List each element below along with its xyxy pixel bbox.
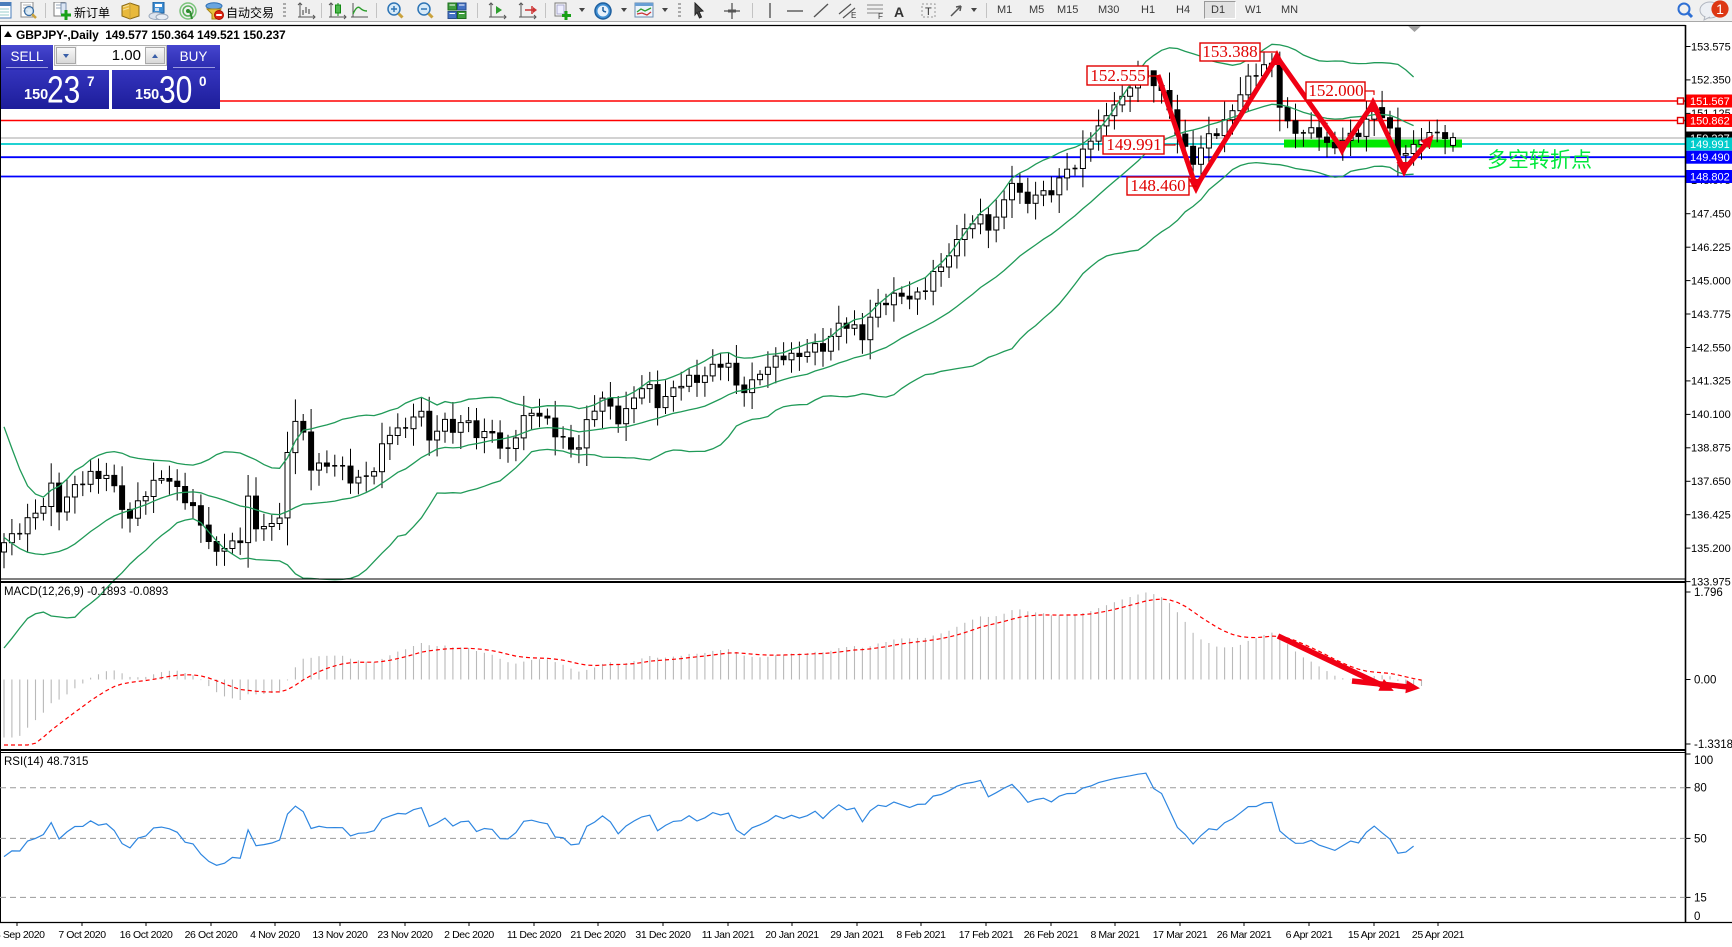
- svg-text:136.425: 136.425: [1691, 510, 1731, 522]
- svg-text:100: 100: [1694, 755, 1713, 767]
- svg-text:-1.3318: -1.3318: [1694, 739, 1732, 751]
- svg-text:50: 50: [1694, 833, 1707, 845]
- svg-text:21 Dec 2020: 21 Dec 2020: [570, 929, 626, 941]
- svg-text:153.575: 153.575: [1691, 41, 1731, 53]
- svg-text:0.00: 0.00: [1694, 675, 1716, 687]
- svg-text:1: 1: [1716, 1, 1724, 17]
- svg-text:149.490: 149.490: [1690, 152, 1730, 164]
- svg-text:25 Apr 2021: 25 Apr 2021: [1412, 929, 1465, 941]
- svg-text:133.975: 133.975: [1691, 576, 1731, 588]
- svg-text:2 Dec 2020: 2 Dec 2020: [444, 929, 494, 941]
- svg-text:MACD(12,26,9) -0.1893 -0.0893: MACD(12,26,9) -0.1893 -0.0893: [4, 586, 168, 598]
- svg-text:F: F: [878, 12, 883, 20]
- svg-text:7 Oct 2020: 7 Oct 2020: [58, 929, 106, 941]
- svg-text:8 Feb 2021: 8 Feb 2021: [896, 929, 946, 941]
- svg-text:20 Jan 2021: 20 Jan 2021: [765, 929, 819, 941]
- svg-text:142.550: 142.550: [1691, 342, 1731, 354]
- svg-text:15: 15: [1694, 892, 1707, 904]
- svg-text:138.875: 138.875: [1691, 443, 1731, 455]
- svg-text:147.450: 147.450: [1691, 209, 1731, 221]
- svg-text:31 Dec 2020: 31 Dec 2020: [635, 929, 691, 941]
- svg-text:15 Apr 2021: 15 Apr 2021: [1348, 929, 1401, 941]
- svg-text:11 Jan 2021: 11 Jan 2021: [702, 929, 755, 941]
- svg-text:17 Feb 2021: 17 Feb 2021: [959, 929, 1014, 941]
- svg-text:140.100: 140.100: [1691, 409, 1731, 421]
- svg-text:26 Feb 2021: 26 Feb 2021: [1024, 929, 1079, 941]
- svg-text:151.567: 151.567: [1690, 96, 1730, 108]
- svg-text:13 Nov 2020: 13 Nov 2020: [312, 929, 368, 941]
- svg-text:1.796: 1.796: [1694, 587, 1723, 599]
- svg-text:11 Dec 2020: 11 Dec 2020: [507, 929, 562, 941]
- svg-text:T: T: [925, 6, 932, 18]
- svg-text:4 Nov 2020: 4 Nov 2020: [250, 929, 300, 941]
- svg-text:145.000: 145.000: [1691, 275, 1731, 287]
- svg-text:141.325: 141.325: [1691, 376, 1731, 388]
- svg-text:143.775: 143.775: [1691, 309, 1731, 321]
- svg-text:153.388: 153.388: [1202, 42, 1257, 61]
- svg-text:23 Nov 2020: 23 Nov 2020: [377, 929, 433, 941]
- svg-text:150.862: 150.862: [1690, 115, 1730, 127]
- svg-text:多空转折点: 多空转折点: [1487, 149, 1592, 172]
- svg-text:148.802: 148.802: [1690, 171, 1730, 183]
- svg-text:6 Apr 2021: 6 Apr 2021: [1286, 929, 1333, 941]
- svg-text:152.000: 152.000: [1308, 81, 1363, 100]
- svg-text:28 Sep 2020: 28 Sep 2020: [0, 929, 45, 941]
- svg-text:152.350: 152.350: [1691, 75, 1731, 87]
- svg-text:E: E: [851, 11, 856, 20]
- svg-text:152.555: 152.555: [1090, 66, 1145, 85]
- svg-text:RSI(14) 48.7315: RSI(14) 48.7315: [4, 756, 88, 768]
- svg-text:149.991: 149.991: [1690, 139, 1730, 151]
- svg-text:146.225: 146.225: [1691, 242, 1731, 254]
- svg-text:0: 0: [1694, 911, 1700, 923]
- svg-text:16 Oct 2020: 16 Oct 2020: [120, 929, 173, 941]
- svg-text:80: 80: [1694, 783, 1707, 795]
- svg-text:26 Mar 2021: 26 Mar 2021: [1217, 929, 1272, 941]
- svg-text:17 Mar 2021: 17 Mar 2021: [1153, 929, 1208, 941]
- svg-text:29 Jan 2021: 29 Jan 2021: [830, 929, 884, 941]
- svg-text:149.991: 149.991: [1106, 135, 1161, 154]
- svg-text:137.650: 137.650: [1691, 476, 1731, 488]
- svg-text:148.460: 148.460: [1130, 176, 1185, 195]
- svg-text:135.200: 135.200: [1691, 543, 1731, 555]
- svg-text:8 Mar 2021: 8 Mar 2021: [1090, 929, 1140, 941]
- svg-text:26 Oct 2020: 26 Oct 2020: [185, 929, 238, 941]
